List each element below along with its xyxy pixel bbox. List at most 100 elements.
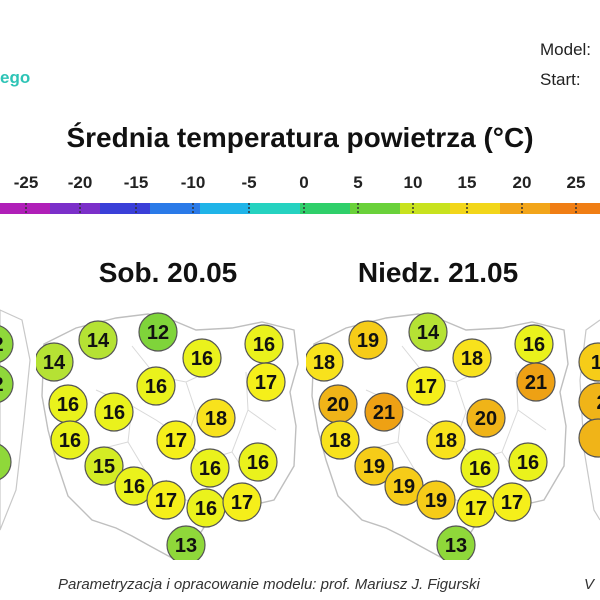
station-temperature: 2: [0, 334, 4, 356]
scale-tick-label: -10: [180, 173, 206, 192]
station-temperature: 13: [445, 535, 467, 557]
station-marker: 13: [166, 525, 206, 560]
station-temperature: 18: [435, 430, 457, 452]
scale-color-segment: [150, 203, 201, 214]
station-marker: 20: [466, 398, 506, 438]
station-circle: [578, 342, 600, 382]
station-temperature: 16: [59, 430, 81, 452]
station-temperature: 16: [253, 334, 275, 356]
station-marker: 17: [222, 482, 262, 522]
station-circle: [416, 480, 456, 520]
station-temperature: 17: [231, 492, 253, 514]
station-temperature: 16: [103, 402, 125, 424]
station-temperature: 2: [596, 392, 600, 414]
station-circle: [460, 448, 500, 488]
station-circle: [156, 420, 196, 460]
station-circle: [354, 446, 394, 486]
station-marker: 18: [196, 398, 236, 438]
station-marker: 16: [190, 448, 230, 488]
station-marker: 17: [246, 362, 286, 402]
station-circle: [238, 442, 278, 482]
scale-tick-label: 15: [457, 173, 477, 192]
station-temperature: 19: [425, 490, 447, 512]
scale-tick-label: 5: [353, 173, 363, 192]
station-circle: [0, 444, 12, 480]
station-marker: 16: [136, 366, 176, 406]
station-temperature: 19: [393, 476, 415, 498]
map-sunday: 19 14 18 18 16 20 17 21 21 18 20 18 19 16 16 19 19 17 17 13: [306, 312, 569, 560]
station-circle: [166, 525, 206, 560]
station-temperature: 16: [123, 476, 145, 498]
station-marker: 19: [348, 320, 388, 360]
station-marker: 16: [94, 392, 134, 432]
station-marker: 17: [456, 488, 496, 528]
station-circle: [78, 320, 118, 360]
station-temperature: 16: [199, 458, 221, 480]
station-temperature: 16: [469, 458, 491, 480]
station-circle: [190, 448, 230, 488]
scale-color-segment: [450, 203, 501, 214]
station-circle: [348, 320, 388, 360]
map-title: Średnia temperatura powietrza (°C): [66, 122, 534, 153]
station-marker: 20: [318, 384, 358, 424]
station-temperature: 18: [591, 352, 600, 374]
station-temperature: 16: [191, 348, 213, 370]
station-temperature: 16: [195, 498, 217, 520]
station-circle: [146, 480, 186, 520]
station-circle: [426, 420, 466, 460]
station-circle: [306, 342, 344, 382]
scale-color-segment: [550, 203, 600, 214]
scale-color-segment: [50, 203, 101, 214]
scale-color-segment: [500, 203, 551, 214]
station-marker: 13: [436, 525, 476, 560]
panel-title-sunday: Niedz. 21.05: [357, 257, 519, 288]
map-partial-left: 22: [0, 309, 31, 531]
station-circle: [94, 392, 134, 432]
station-circle: [452, 338, 492, 378]
scale-color-segment: [400, 203, 451, 214]
station-marker: 17: [406, 366, 446, 406]
station-circle: [136, 366, 176, 406]
scale-tick-label: 10: [403, 173, 423, 192]
scale-color-segment: [300, 203, 351, 214]
station-temperature: 16: [523, 334, 545, 356]
station-temperature: 15: [93, 456, 115, 478]
scale-tick-label: 20: [512, 173, 532, 192]
scale-tick-label: 25: [566, 173, 586, 192]
station-temperature: 14: [43, 352, 66, 374]
station-temperature: 18: [461, 348, 483, 370]
station-circle: [436, 525, 476, 560]
station-temperature: 13: [175, 535, 197, 557]
station-circle: [50, 420, 90, 460]
station-temperature: 20: [475, 408, 497, 430]
station-circle: [508, 442, 548, 482]
station-marker: 12: [138, 312, 178, 352]
station-marker: 16: [508, 442, 548, 482]
station-marker: 15: [84, 446, 124, 486]
station-temperature: 16: [517, 452, 539, 474]
station-temperature: 17: [255, 372, 277, 394]
station-marker: 17: [492, 482, 532, 522]
station-marker: 21: [364, 392, 404, 432]
station-marker: 14: [36, 342, 74, 382]
footer-credit: Parametryzacja i opracowanie modelu: pro…: [58, 576, 480, 593]
station-circle: [84, 446, 124, 486]
temperature-color-scale: [0, 203, 600, 214]
station-temperature: 18: [313, 352, 335, 374]
station-temperature: 2: [0, 374, 4, 396]
station-temperature: 17: [165, 430, 187, 452]
station-circle: [492, 482, 532, 522]
model-label: Model:: [540, 40, 592, 59]
station-marker: 16: [186, 488, 226, 528]
station-marker: 16: [50, 420, 90, 460]
station-temperature: 18: [205, 408, 227, 430]
station-marker: 16: [182, 338, 222, 378]
station-temperature: 19: [357, 330, 379, 352]
station-circle: [138, 312, 178, 352]
station-temperature: 16: [57, 394, 79, 416]
station-temperature: 14: [417, 322, 440, 344]
station-temperature: 17: [155, 490, 177, 512]
scale-color-segment: [100, 203, 151, 214]
station-marker: 14: [408, 312, 448, 352]
station-temperature: 21: [525, 372, 547, 394]
